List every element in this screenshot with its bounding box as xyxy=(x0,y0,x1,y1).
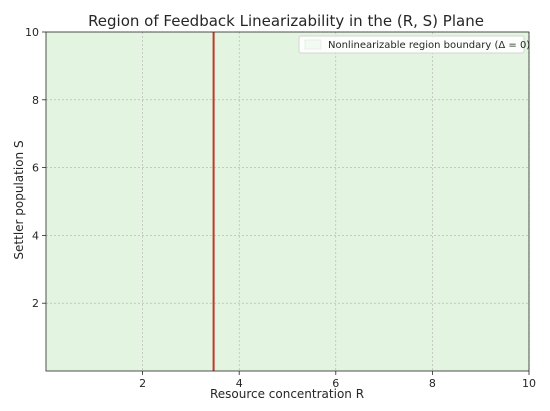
legend: Nonlinearizable region boundary (Δ = 0) xyxy=(298,35,530,54)
y-tick-label: 2 xyxy=(32,297,39,310)
x-axis-label: Resource concentration R xyxy=(210,387,364,401)
legend-entry-boundary: Nonlinearizable region boundary (Δ = 0) xyxy=(328,40,530,51)
x-tick-label: 8 xyxy=(429,377,436,390)
y-tick-label: 10 xyxy=(25,26,39,39)
x-tick-label: 4 xyxy=(236,377,243,390)
x-tick-label: 10 xyxy=(522,377,536,390)
legend-box xyxy=(298,35,525,54)
y-tick-label: 8 xyxy=(32,94,39,107)
legend-swatch xyxy=(304,39,322,50)
plot-frame xyxy=(45,31,530,372)
y-tick-label: 6 xyxy=(32,162,39,175)
y-axis-label: Settler population S xyxy=(12,140,26,259)
x-tick-label: 2 xyxy=(139,377,146,390)
plot-area: 2 4 6 8 10 2 4 6 8 10 xyxy=(25,26,536,390)
y-tick-label: 4 xyxy=(32,229,39,242)
x-tick-label: 6 xyxy=(332,377,339,390)
y-axis-ticks: 2 4 6 8 10 xyxy=(25,26,46,310)
chart-title: Region of Feedback Linearizability in th… xyxy=(88,12,484,30)
linearizable-region xyxy=(46,32,529,371)
x-axis-ticks: 2 4 6 8 10 xyxy=(139,371,536,390)
